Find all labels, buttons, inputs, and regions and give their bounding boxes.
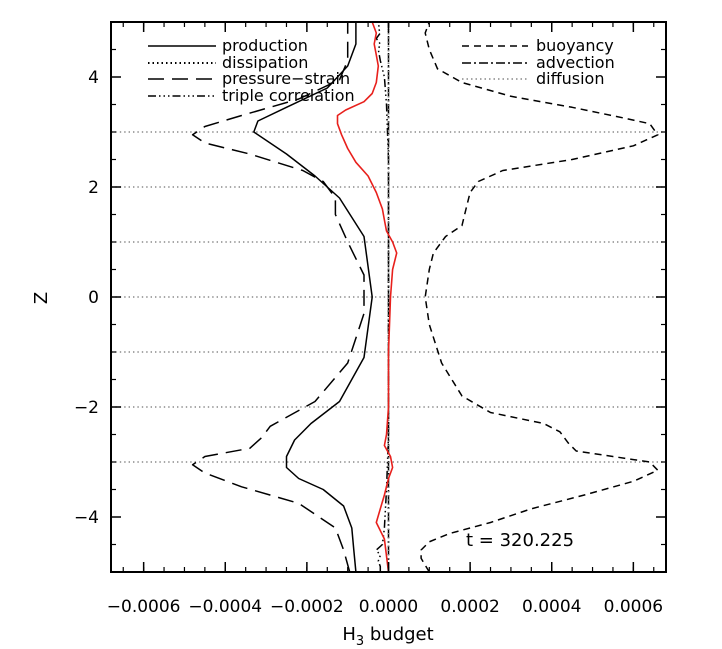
x-tick-label: −0.0002 [270, 597, 344, 617]
y-tick-label: −4 [74, 508, 99, 528]
y-tick-label: 2 [88, 178, 99, 198]
series-lines [191, 21, 659, 573]
x-tick-label: −0.0004 [188, 597, 262, 617]
x-tick-label: 0.0000 [359, 597, 418, 617]
x-tick-label: 0.0006 [604, 597, 663, 617]
legend-label-advection: advection [536, 53, 615, 72]
legend-label-triple-correlation: triple correlation [222, 86, 355, 105]
legend-left-entries: production dissipation pressure−strain t… [148, 36, 355, 105]
time-annotation: t = 320.225 [466, 530, 574, 551]
legend-right-entries: buoyancy advection diffusion [462, 36, 615, 88]
x-axis-label: H3 budget [342, 624, 433, 649]
series-line-buoyancy [420, 21, 659, 573]
legend-label-pressure-strain: pressure−strain [222, 69, 350, 88]
legend-label-production: production [222, 36, 308, 55]
x-axis-label-subscript: 3 [356, 634, 364, 649]
x-axis-label-main: H [342, 624, 356, 645]
y-tick-label: −2 [74, 398, 99, 418]
series-line-pressure-strain [191, 22, 365, 573]
y-tick-label: 0 [88, 288, 99, 308]
legend-label-diffusion: diffusion [536, 69, 604, 88]
legend-label-dissipation: dissipation [222, 53, 308, 72]
y-axis-label: Z [31, 292, 52, 304]
series-line-triple-correlation [375, 21, 390, 572]
axis-ticks: −0.0006 −0.0004 −0.0002 0.0000 0.0002 0.0004 0… [74, 22, 666, 617]
legend-label-buoyancy: buoyancy [536, 36, 614, 55]
series-line-production [253, 22, 373, 573]
x-tick-label: −0.0006 [107, 597, 181, 617]
x-tick-label: 0.0004 [522, 597, 581, 617]
x-tick-label: 0.0002 [440, 597, 499, 617]
y-tick-label: 4 [88, 68, 99, 88]
legend: production dissipation pressure−strain t… [148, 36, 615, 105]
series-line-red-profile [336, 21, 398, 573]
x-axis-label-rest: budget [364, 624, 434, 645]
